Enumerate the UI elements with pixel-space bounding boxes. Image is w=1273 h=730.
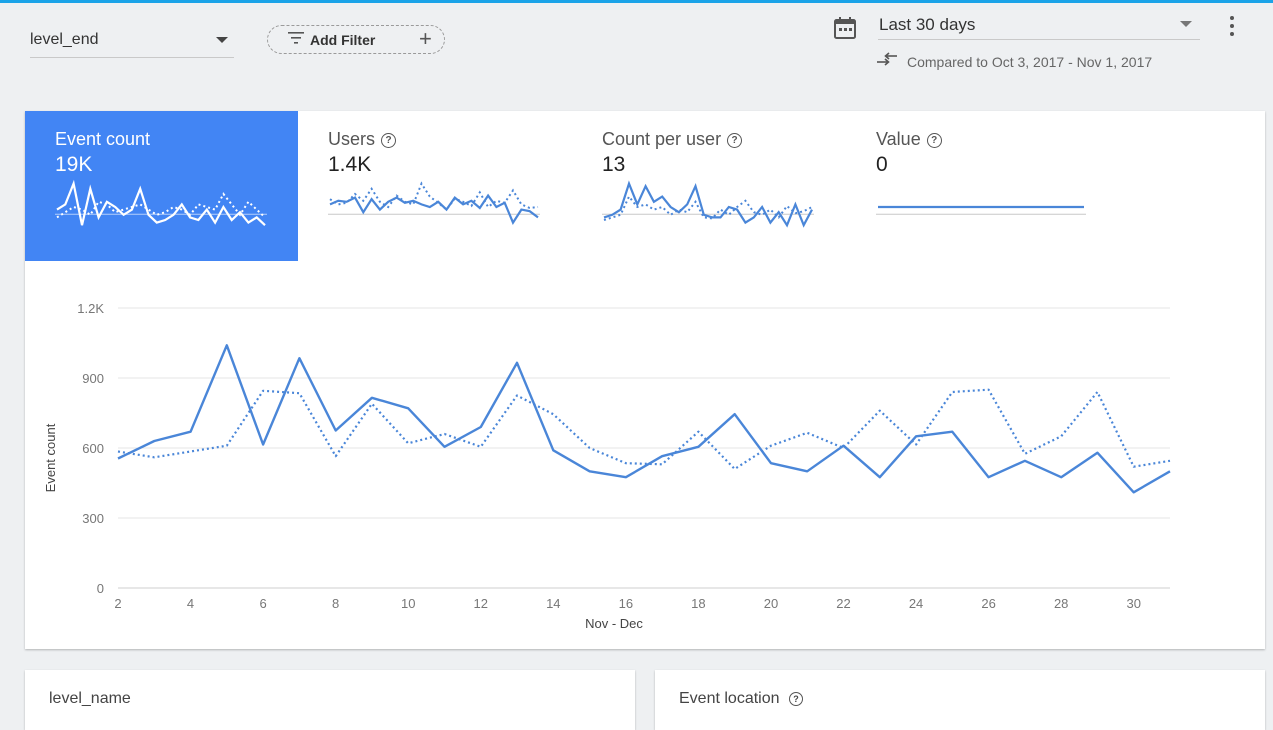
series-line-solid (117, 344, 1171, 494)
y-tick-label: 600 (82, 441, 104, 456)
help-icon[interactable]: ? (727, 133, 743, 148)
y-tick-label: 900 (82, 371, 104, 386)
metric-tab-users[interactable]: Users? 1.4K (298, 111, 572, 261)
event-chart-card: Event count 19K Users? 1.4K Count per user? 1… (25, 111, 1265, 649)
add-filter-label: Add Filter (310, 32, 376, 48)
level-name-card: level_name (25, 670, 635, 730)
metric-value: 13 (602, 153, 626, 176)
sparkline (876, 205, 1086, 215)
metric-name: Event count (55, 129, 151, 149)
metric-value: 0 (876, 153, 888, 176)
add-filter-button[interactable]: Add Filter + (267, 25, 445, 54)
x-tick-label: 30 (1126, 596, 1140, 611)
x-axis-label: Nov - Dec (585, 616, 643, 631)
x-tick-label: 2 (114, 596, 121, 611)
y-tick-label: 0 (97, 581, 104, 596)
metric-value: 19K (55, 153, 93, 176)
y-tick-label: 1.2K (77, 301, 104, 316)
sparkline-solid-series (329, 193, 539, 225)
date-range-value: Last 30 days (879, 15, 976, 34)
help-icon[interactable]: ? (381, 133, 397, 148)
plus-icon: + (419, 26, 432, 51)
metric-tab-value[interactable]: Value? 0 (846, 111, 1120, 261)
sparkline-dotted-series (56, 192, 266, 219)
chevron-down-icon (216, 37, 228, 43)
top-progress-line (0, 0, 1273, 3)
metric-value: 1.4K (328, 153, 372, 176)
sparkline (55, 179, 267, 227)
sparkline (602, 180, 814, 228)
event-location-card: Event location ? (655, 670, 1265, 730)
event-selector[interactable]: level_end (30, 28, 234, 58)
x-tick-label: 8 (332, 596, 339, 611)
chevron-down-icon (1180, 21, 1192, 27)
y-axis-label: Event count (43, 423, 58, 492)
metric-tab-count-per-user[interactable]: Count per user? 13 (572, 111, 846, 261)
x-tick-label: 22 (836, 596, 850, 611)
sparkline-solid-series (56, 179, 266, 227)
sparkline-solid-series (603, 180, 813, 228)
x-tick-label: 6 (259, 596, 266, 611)
x-tick-label: 20 (764, 596, 778, 611)
series-line-dotted (117, 388, 1171, 471)
help-icon[interactable]: ? (926, 133, 942, 148)
x-tick-label: 10 (401, 596, 415, 611)
x-tick-label: 14 (546, 596, 560, 611)
x-tick-label: 26 (981, 596, 995, 611)
event-selector-value: level_end (30, 31, 99, 48)
metric-name: Count per user? (602, 129, 743, 150)
x-tick-label: 12 (474, 596, 488, 611)
card-title: level_name (49, 690, 131, 707)
metric-name: Value? (876, 129, 942, 150)
compare-arrows-icon (877, 52, 897, 66)
more-vert-icon[interactable] (1230, 16, 1234, 40)
card-title: Event location ? (679, 690, 803, 708)
filter-icon (288, 32, 304, 44)
y-tick-label: 300 (82, 511, 104, 526)
sparkline (328, 181, 540, 225)
x-tick-label: 18 (691, 596, 705, 611)
metric-tab-event-count[interactable]: Event count 19K (25, 111, 298, 261)
x-tick-label: 16 (619, 596, 633, 611)
x-tick-label: 28 (1054, 596, 1068, 611)
x-tick-label: 4 (187, 596, 194, 611)
metric-name: Users? (328, 129, 397, 150)
compare-period-text: Compared to Oct 3, 2017 - Nov 1, 2017 (907, 54, 1153, 70)
x-tick-label: 24 (909, 596, 923, 611)
calendar-icon[interactable] (833, 16, 857, 40)
date-range-selector[interactable]: Last 30 days (878, 12, 1200, 40)
